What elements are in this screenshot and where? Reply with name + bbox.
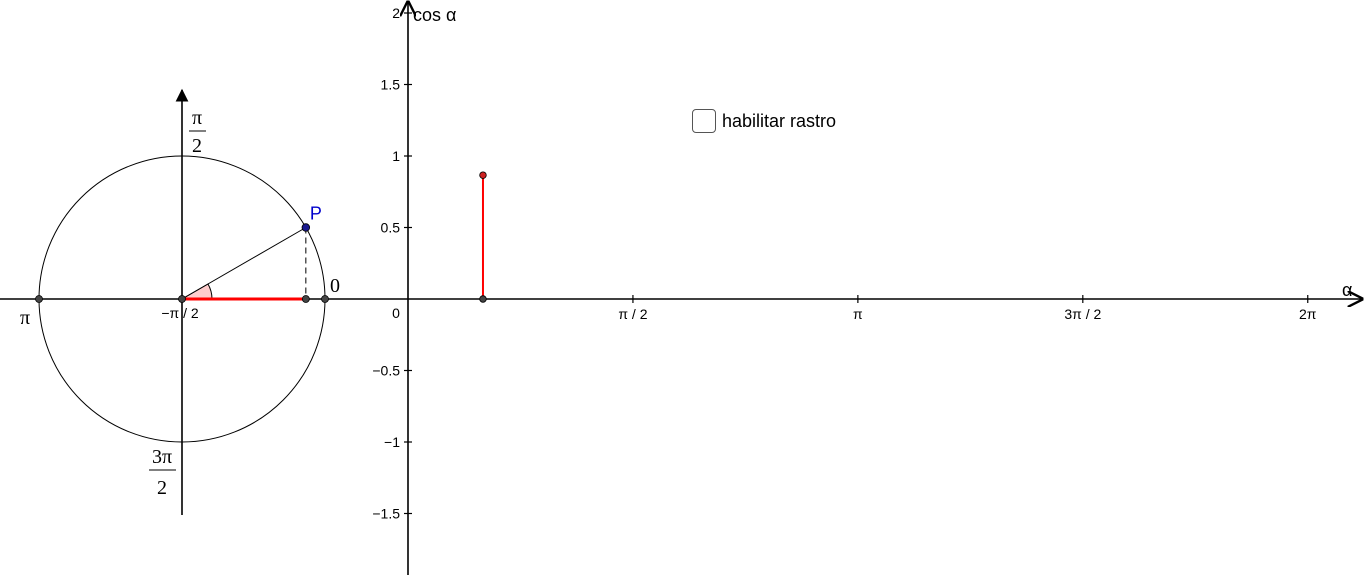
angle-label-pi: π	[20, 307, 30, 329]
unit-circle-group: P 0 π π 2 3π 2 −π / 2	[0, 88, 409, 515]
y-tick-label-4: −0.5	[372, 363, 400, 379]
y-tick-label-2: 1	[392, 148, 400, 164]
trace-checkbox-box[interactable]	[692, 109, 716, 133]
function-graph-group: π / 2 π 3π / 2 2π 2 1.5 1 0.5 −0.5 −1 −1.5 0 α co…	[372, 2, 1362, 575]
x-tick-label-3: 2π	[1299, 306, 1317, 322]
graph-y-axis-label: cos α	[413, 5, 456, 25]
y-tick-label-3: 0.5	[381, 220, 401, 236]
y-tick-label-0: 2	[392, 5, 400, 21]
point-cos-foot	[301, 295, 310, 303]
graph-segment-top-point	[479, 171, 487, 179]
y-tick-label-1: 1.5	[381, 77, 401, 93]
angle-label-zero: 0	[330, 275, 340, 297]
graph-segment-base-point	[479, 295, 487, 303]
point-origin	[178, 295, 186, 303]
trace-checkbox-label[interactable]: habilitar rastro	[722, 110, 837, 131]
graph-y-ticks: 2 1.5 1 0.5 −0.5 −1 −1.5	[372, 5, 412, 522]
x-tick-label-1: π	[853, 306, 863, 322]
angle-label-three-half-pi-numerator: 3π	[152, 446, 172, 468]
point-p-label: P	[310, 204, 322, 224]
point-zero	[321, 295, 329, 303]
x-tick-label-0: π / 2	[618, 306, 647, 322]
unit-circle-center-label: −π / 2	[161, 305, 199, 321]
graph-origin-label: 0	[392, 305, 400, 321]
radius-to-p	[181, 227, 307, 300]
angle-label-half-pi-numerator: π	[192, 107, 202, 129]
y-tick-label-6: −1.5	[372, 506, 400, 522]
graph-x-ticks: π / 2 π 3π / 2 2π	[618, 295, 1317, 322]
graph-x-axis-label: α	[1342, 280, 1352, 300]
trace-checkbox[interactable]: habilitar rastro	[692, 107, 836, 135]
angle-label-half-pi-denominator: 2	[192, 135, 202, 157]
point-pi	[35, 295, 43, 303]
x-tick-label-2: 3π / 2	[1064, 306, 1101, 322]
angle-label-three-half-pi-denominator: 2	[157, 477, 167, 499]
y-tick-label-5: −1	[384, 434, 400, 450]
point-p[interactable]	[301, 223, 311, 232]
